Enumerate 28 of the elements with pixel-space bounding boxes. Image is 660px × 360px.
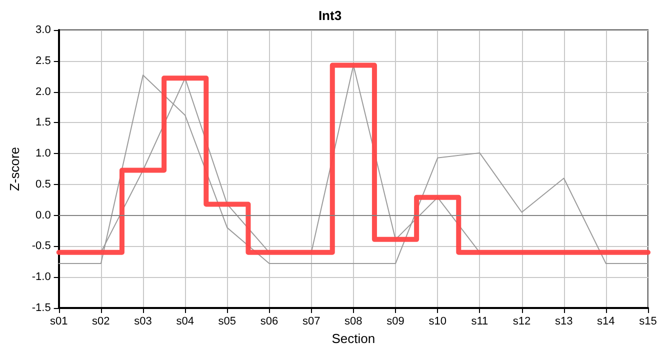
x-tick-label: s15 (639, 316, 657, 328)
y-tick-label: 3.0 (36, 24, 51, 36)
y-tick-label: 2.5 (36, 54, 51, 67)
x-tick-label: s04 (176, 316, 194, 328)
y-axis-title: Z-score (7, 146, 22, 192)
x-axis-title: Section (332, 331, 376, 346)
x-tick-label: s03 (134, 316, 152, 328)
x-tick-label: s07 (302, 316, 320, 328)
y-tick-label: 1.0 (36, 148, 51, 160)
x-tick-label: s12 (512, 316, 531, 328)
x-tick-label: s08 (344, 316, 362, 328)
x-tick-label: s11 (471, 316, 488, 328)
x-tick-label: s01 (50, 316, 68, 328)
y-tick-label: 1.5 (36, 116, 51, 129)
chart-title: Int3 (318, 8, 342, 23)
x-tick-label: s05 (218, 316, 236, 328)
y-tick-label: -0.5 (32, 240, 51, 252)
y-tick-label: -1.5 (32, 302, 51, 314)
y-tick-label: 0.0 (36, 209, 51, 222)
y-tick-label: 2.0 (36, 86, 51, 98)
y-tick-label: -1.0 (32, 271, 51, 284)
x-tick-label: s10 (428, 316, 446, 328)
x-tick-label: s06 (260, 316, 278, 328)
y-tick-label: 0.5 (36, 178, 51, 190)
x-tick-label: s02 (92, 316, 110, 328)
x-tick-label: s14 (597, 316, 615, 328)
x-tick-label: s13 (554, 316, 573, 328)
x-tick-label: s09 (386, 316, 404, 328)
